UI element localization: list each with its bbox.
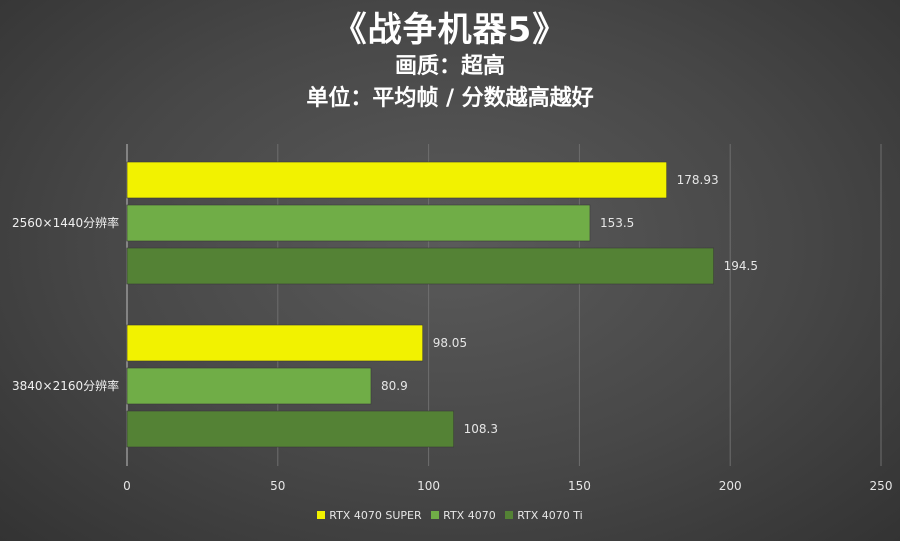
legend-item-rtx-4070-super: RTX 4070 SUPER: [317, 509, 422, 522]
chart-legend: RTX 4070 SUPER RTX 4070 RTX 4070 Ti: [0, 509, 900, 522]
category-label: 3840×2160分辨率: [12, 378, 119, 393]
legend-label: RTX 4070: [443, 509, 496, 522]
legend-item-rtx-4070: RTX 4070: [431, 509, 496, 522]
bar: [126, 247, 714, 285]
chart-subtitle-units: 单位：平均帧 / 分数越高越好: [306, 86, 594, 111]
bar: [126, 161, 667, 199]
data-label: 194.5: [724, 259, 758, 273]
bar: [126, 324, 424, 362]
x-tick-label: 50: [270, 479, 285, 493]
legend-label: RTX 4070 Ti: [517, 509, 583, 522]
x-tick-label: 150: [568, 479, 591, 493]
legend-item-rtx-4070-ti: RTX 4070 Ti: [505, 509, 583, 522]
chart-header: 《战争机器5》 画质：超高 单位：平均帧 / 分数越高越好: [0, 8, 900, 116]
bar: [126, 204, 591, 242]
x-tick-label: 0: [123, 479, 131, 493]
legend-swatch: [317, 511, 326, 519]
data-label: 80.9: [381, 379, 408, 393]
bar: [126, 410, 454, 448]
legend-swatch: [505, 511, 514, 519]
chart-title: 《战争机器5》: [332, 10, 568, 50]
data-label: 98.05: [433, 336, 467, 350]
x-tick-label: 250: [870, 479, 893, 493]
x-tick-label: 100: [417, 479, 440, 493]
legend-swatch: [431, 511, 440, 519]
x-tick-label: 200: [719, 479, 742, 493]
data-label: 178.93: [677, 173, 719, 187]
category-label: 2560×1440分辨率: [12, 215, 119, 230]
chart-subtitle: 画质：超高: [394, 54, 505, 79]
bar: [126, 367, 372, 405]
data-label: 108.3: [464, 422, 498, 436]
data-label: 153.5: [600, 216, 634, 230]
legend-label: RTX 4070 SUPER: [329, 509, 422, 522]
